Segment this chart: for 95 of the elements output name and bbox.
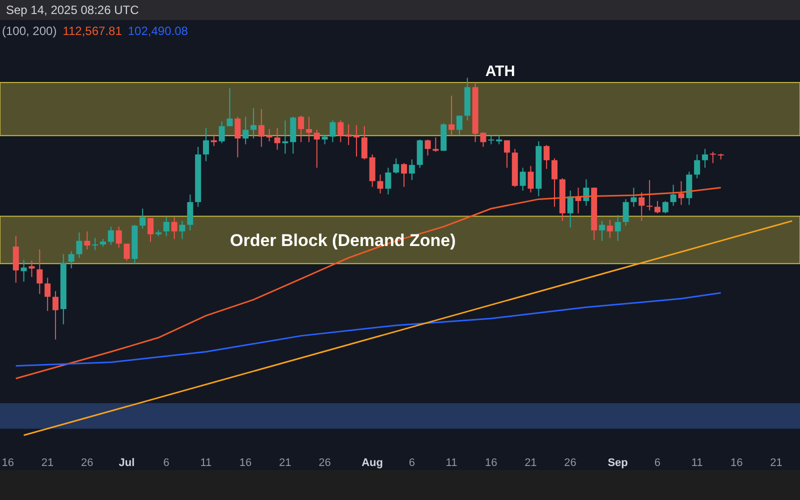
- candlestick: [330, 120, 336, 143]
- text: 102,490.08: [128, 24, 188, 38]
- x-tick-label: 16: [2, 457, 14, 469]
- candlestick: [614, 214, 621, 242]
- x-tick-label: Sep: [608, 457, 628, 469]
- candlestick: [504, 140, 510, 168]
- x-tick-label: 21: [41, 457, 54, 469]
- candlestick: [92, 237, 98, 251]
- candlestick: [702, 148, 708, 168]
- candlestick: [338, 120, 344, 143]
- candlestick: [599, 220, 606, 242]
- candlestick: [314, 129, 320, 168]
- x-tick-label: 21: [770, 457, 782, 469]
- candlestick: [76, 232, 82, 258]
- candlestick: [528, 165, 534, 193]
- candlestick: [567, 190, 574, 228]
- text: Sep 14, 2025 08:26 UTC: [6, 3, 139, 17]
- candlestick: [432, 136, 439, 152]
- candlestick: [171, 216, 178, 240]
- candlestick: [108, 226, 114, 246]
- x-tick-label: 11: [200, 457, 212, 469]
- candlestick: [393, 158, 400, 174]
- candlestick: [551, 158, 558, 208]
- candlestick: [353, 124, 360, 158]
- candlestick: [670, 184, 676, 206]
- x-tick-label: 21: [279, 457, 292, 469]
- x-tick-label: Aug: [362, 457, 383, 469]
- candlestick: [12, 236, 19, 284]
- candlestick: [654, 200, 660, 214]
- annotation: ATH: [485, 62, 516, 80]
- candlestick: [148, 218, 154, 242]
- candlestick: [266, 128, 272, 142]
- candlestick: [250, 108, 257, 139]
- candlestick: [606, 219, 613, 238]
- x-tick-label: 11: [691, 457, 703, 469]
- candlestick: [456, 115, 462, 136]
- candlestick: [448, 95, 455, 136]
- x-tick-label: 16: [484, 457, 498, 469]
- x-tick-label: 21: [524, 457, 537, 469]
- candlestick: [68, 250, 74, 269]
- candlestick: [694, 154, 700, 179]
- candlestick: [583, 178, 590, 206]
- candlestick: [678, 180, 684, 206]
- candlestick: [646, 180, 653, 211]
- candlestick: [28, 260, 35, 278]
- candlestick: [36, 248, 43, 294]
- x-tick-label: 6: [654, 457, 660, 469]
- candlestick: [306, 116, 312, 143]
- candlestick: [361, 126, 368, 160]
- candlestick: [385, 167, 392, 195]
- candlestick: [226, 88, 233, 127]
- legend-title: (100, 200): [2, 24, 57, 38]
- x-tick-label: 6: [163, 457, 170, 469]
- candlestick: [202, 128, 209, 162]
- candlestick: [369, 154, 376, 188]
- candlestick: [179, 220, 186, 240]
- candlestick: [116, 226, 122, 248]
- candlestick: [242, 116, 249, 145]
- candlestick: [84, 230, 90, 250]
- candlestick: [662, 200, 668, 214]
- candlestick: [124, 243, 130, 262]
- x-tick-label: 11: [446, 457, 458, 469]
- candlestick: [163, 216, 170, 237]
- x-tick-label: 26: [81, 457, 94, 469]
- candlestick: [298, 115, 304, 143]
- x-tick-label: 16: [730, 457, 743, 469]
- candlestick: [322, 134, 328, 145]
- candlestick: [622, 198, 629, 226]
- candlestick: [686, 171, 692, 206]
- candlestick: [52, 290, 58, 340]
- candlestick: [424, 139, 431, 156]
- candlestick: [544, 144, 550, 170]
- text: 112,567.81: [62, 24, 122, 38]
- candlestick: [346, 124, 352, 146]
- x-tick-label: 26: [564, 457, 576, 469]
- candlestick: [401, 162, 407, 188]
- candlestick: [408, 158, 415, 181]
- candlestick: [274, 128, 280, 150]
- candlestick: [258, 108, 264, 148]
- candlestick: [20, 259, 27, 282]
- candlestick: [630, 187, 637, 208]
- x-tick-label: Jul: [118, 457, 135, 469]
- band-label: Order Block (Demand Zone): [230, 230, 456, 250]
- x-tick-label: 6: [408, 457, 415, 469]
- x-tick-label: 16: [239, 457, 252, 469]
- x-tick-label: 26: [318, 457, 331, 469]
- candlestick: [234, 116, 241, 158]
- candlestick: [710, 151, 716, 164]
- candlestick: [187, 194, 194, 231]
- candlestick: [140, 208, 146, 230]
- candlestick: [44, 277, 51, 312]
- candlestick: [218, 120, 225, 144]
- candlestick: [638, 192, 645, 222]
- candlestick: [520, 167, 526, 192]
- candlestick: [377, 174, 384, 194]
